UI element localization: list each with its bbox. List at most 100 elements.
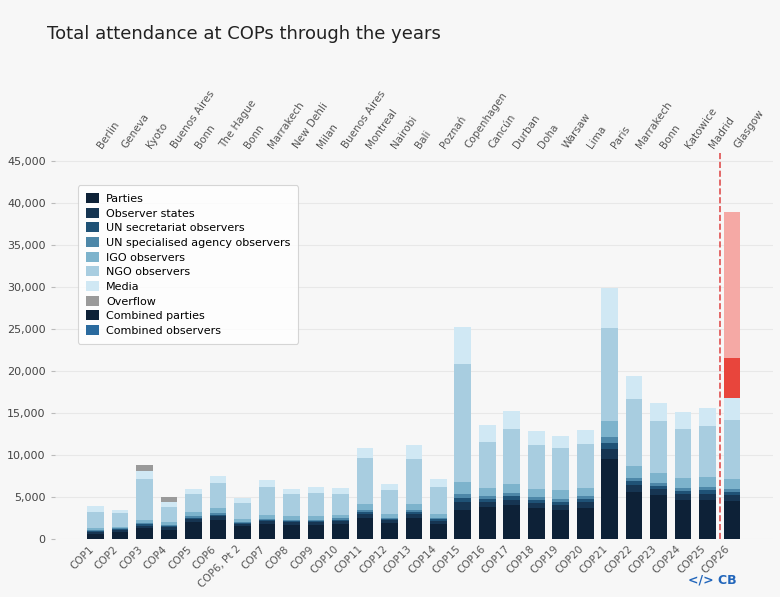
Bar <box>136 471 153 479</box>
Bar <box>381 490 398 513</box>
Bar <box>577 496 594 500</box>
Bar <box>724 501 740 539</box>
Bar <box>161 527 177 530</box>
Bar <box>601 420 618 438</box>
Bar <box>307 487 324 493</box>
Bar <box>503 496 520 500</box>
Bar <box>430 518 447 519</box>
Bar <box>332 518 349 520</box>
Bar <box>724 488 740 492</box>
Bar <box>700 490 716 494</box>
Bar <box>552 436 569 448</box>
Bar <box>381 519 398 521</box>
Bar <box>577 430 594 444</box>
Bar <box>724 492 740 496</box>
Bar <box>136 479 153 519</box>
Bar <box>210 513 226 515</box>
Bar <box>136 524 153 525</box>
Bar <box>577 503 594 508</box>
Bar <box>552 498 569 501</box>
Bar <box>185 519 202 522</box>
Bar <box>601 449 618 459</box>
Bar <box>307 525 324 539</box>
Bar <box>626 466 643 478</box>
Bar <box>552 504 569 510</box>
Bar <box>626 481 643 485</box>
Bar <box>332 515 349 518</box>
Bar <box>283 521 300 522</box>
Bar <box>528 497 544 500</box>
Bar <box>651 420 667 473</box>
Bar <box>381 484 398 490</box>
Bar <box>161 530 177 539</box>
Bar <box>185 518 202 519</box>
Bar <box>283 522 300 525</box>
Bar <box>185 516 202 518</box>
Bar <box>283 520 300 521</box>
Bar <box>356 458 373 504</box>
Bar <box>136 465 153 471</box>
Bar <box>700 477 716 487</box>
Bar <box>87 532 104 534</box>
Bar <box>136 528 153 539</box>
Bar <box>185 489 202 494</box>
Bar <box>136 523 153 524</box>
Bar <box>259 520 275 521</box>
Bar <box>552 510 569 539</box>
Bar <box>651 403 667 420</box>
Bar <box>185 512 202 516</box>
Bar <box>259 487 275 515</box>
Bar <box>307 493 324 516</box>
Bar <box>406 510 422 512</box>
Bar <box>503 493 520 496</box>
Bar <box>675 494 691 500</box>
Bar <box>601 328 618 420</box>
Bar <box>259 515 275 519</box>
Text: </> CB: </> CB <box>689 573 737 586</box>
Bar <box>455 502 471 510</box>
Bar <box>724 496 740 501</box>
Bar <box>112 530 129 532</box>
Bar <box>528 445 544 488</box>
Bar <box>528 508 544 539</box>
Bar <box>283 525 300 539</box>
Bar <box>577 488 594 496</box>
Bar <box>307 521 324 522</box>
Bar <box>675 488 691 491</box>
Bar <box>479 442 495 488</box>
Bar <box>210 516 226 519</box>
Bar <box>112 528 129 530</box>
Bar <box>283 488 300 494</box>
Bar <box>259 480 275 487</box>
Bar <box>552 448 569 490</box>
Bar <box>406 518 422 539</box>
Bar <box>724 479 740 488</box>
Bar <box>381 518 398 519</box>
Bar <box>455 364 471 482</box>
Bar <box>234 498 251 503</box>
Bar <box>675 412 691 429</box>
Bar <box>161 501 177 507</box>
Bar <box>381 521 398 523</box>
Bar <box>479 507 495 539</box>
Bar <box>552 490 569 498</box>
Bar <box>381 513 398 518</box>
Bar <box>479 499 495 502</box>
Bar <box>332 520 349 521</box>
Bar <box>675 478 691 488</box>
Bar <box>136 519 153 523</box>
Bar <box>455 494 471 498</box>
Bar <box>626 376 643 399</box>
Bar <box>430 521 447 524</box>
Bar <box>234 524 251 527</box>
Bar <box>406 514 422 518</box>
Bar <box>552 501 569 504</box>
Bar <box>503 411 520 429</box>
Bar <box>356 514 373 518</box>
Bar <box>161 525 177 526</box>
Bar <box>307 522 324 525</box>
Bar <box>455 510 471 539</box>
Bar <box>87 528 104 530</box>
Bar <box>87 506 104 512</box>
Bar <box>577 444 594 488</box>
